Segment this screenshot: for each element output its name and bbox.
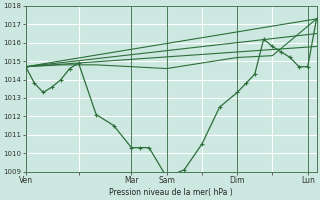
X-axis label: Pression niveau de la mer( hPa ): Pression niveau de la mer( hPa ) xyxy=(109,188,233,197)
